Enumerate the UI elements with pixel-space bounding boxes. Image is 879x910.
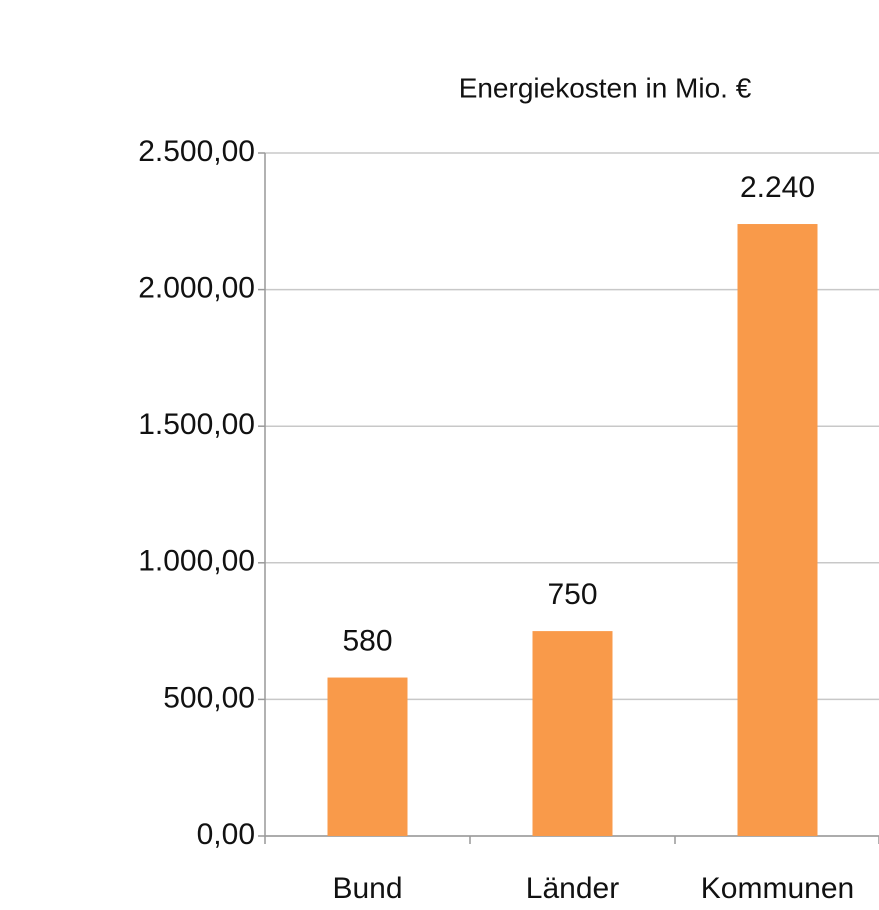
x-tick-label: Bund: [332, 872, 402, 905]
y-tick-label: 0,00: [197, 818, 255, 851]
x-tick-label: Länder: [526, 872, 619, 905]
value-label: 2.240: [740, 171, 815, 204]
bar: [737, 224, 818, 837]
x-tick-label: Kommunen: [701, 872, 854, 905]
y-tick-label: 2.000,00: [138, 272, 255, 305]
bar: [327, 677, 408, 836]
y-tick-label: 1.500,00: [138, 408, 255, 441]
y-tick-label: 500,00: [163, 681, 255, 714]
chart-title: Energiekosten in Mio. €: [459, 72, 752, 103]
value-label: 580: [342, 624, 392, 657]
value-label: 750: [547, 578, 597, 611]
bar: [532, 631, 613, 836]
y-tick-label: 2.500,00: [138, 135, 255, 168]
y-tick-label: 1.000,00: [138, 545, 255, 578]
